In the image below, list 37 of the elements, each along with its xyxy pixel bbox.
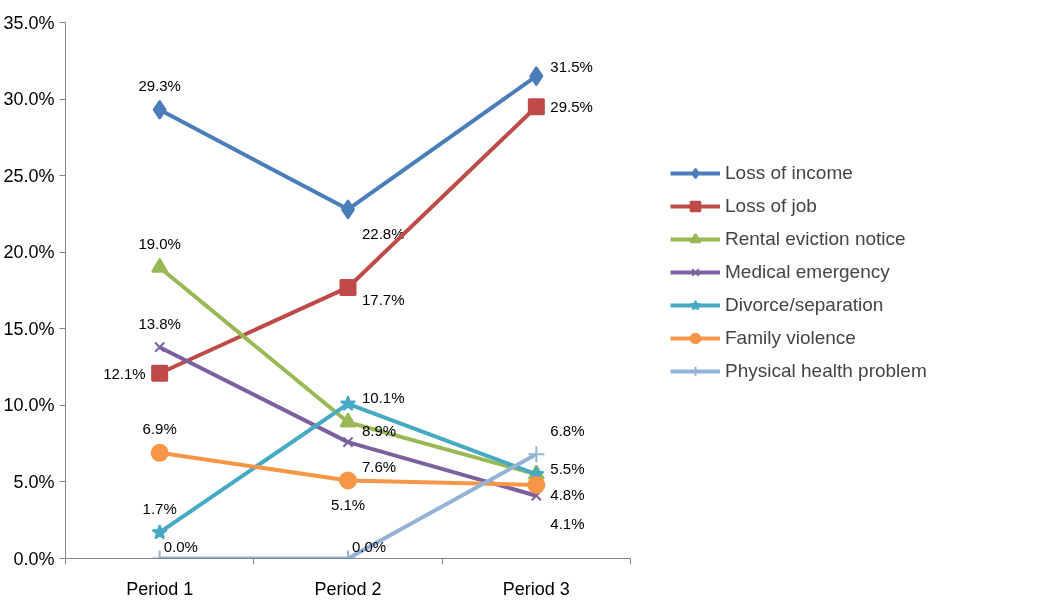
data-label: 1.7% <box>142 499 177 517</box>
data-label: 4.8% <box>550 486 585 504</box>
y-tick-label: 35.0% <box>3 12 55 33</box>
data-label: 10.1% <box>362 389 405 407</box>
y-tick-label: 10.0% <box>3 395 55 416</box>
data-label: 13.8% <box>138 314 181 332</box>
data-label: 5.1% <box>330 495 366 513</box>
x-tick-label: Period 1 <box>126 578 194 599</box>
data-label: 12.1% <box>103 364 146 382</box>
legend-label: Medical emergency <box>725 261 890 283</box>
x-tick-label: Period 3 <box>502 578 570 599</box>
data-label: 29.3% <box>138 77 181 95</box>
y-tick-label: 30.0% <box>3 89 55 110</box>
legend-label: Divorce/separation <box>725 294 884 316</box>
x-tick-label: Period 2 <box>314 578 382 599</box>
data-label: 5.5% <box>550 459 585 477</box>
data-label: 6.9% <box>142 420 177 438</box>
data-label: 4.1% <box>550 515 585 533</box>
data-label: 29.5% <box>550 98 593 116</box>
data-label: 17.7% <box>362 290 405 308</box>
y-tick-label: 5.0% <box>13 471 55 492</box>
data-label: 22.8% <box>362 224 405 242</box>
legend-label: Physical health problem <box>725 360 927 382</box>
data-label: 7.6% <box>362 457 397 475</box>
data-label: 0.0% <box>352 538 387 555</box>
legend-label: Loss of income <box>725 162 853 184</box>
data-label: 31.5% <box>550 57 593 75</box>
legend-label: Rental eviction notice <box>725 228 906 250</box>
y-tick-label: 0.0% <box>13 548 55 569</box>
data-label: 0.0% <box>163 538 198 555</box>
y-tick-label: 15.0% <box>3 318 55 339</box>
data-label: 6.8% <box>550 421 585 439</box>
y-tick-label: 25.0% <box>3 165 55 186</box>
legend-label: Loss of job <box>725 195 817 217</box>
legend-label: Family violence <box>725 327 856 349</box>
y-tick-label: 20.0% <box>3 242 55 263</box>
data-label: 19.0% <box>138 235 181 253</box>
